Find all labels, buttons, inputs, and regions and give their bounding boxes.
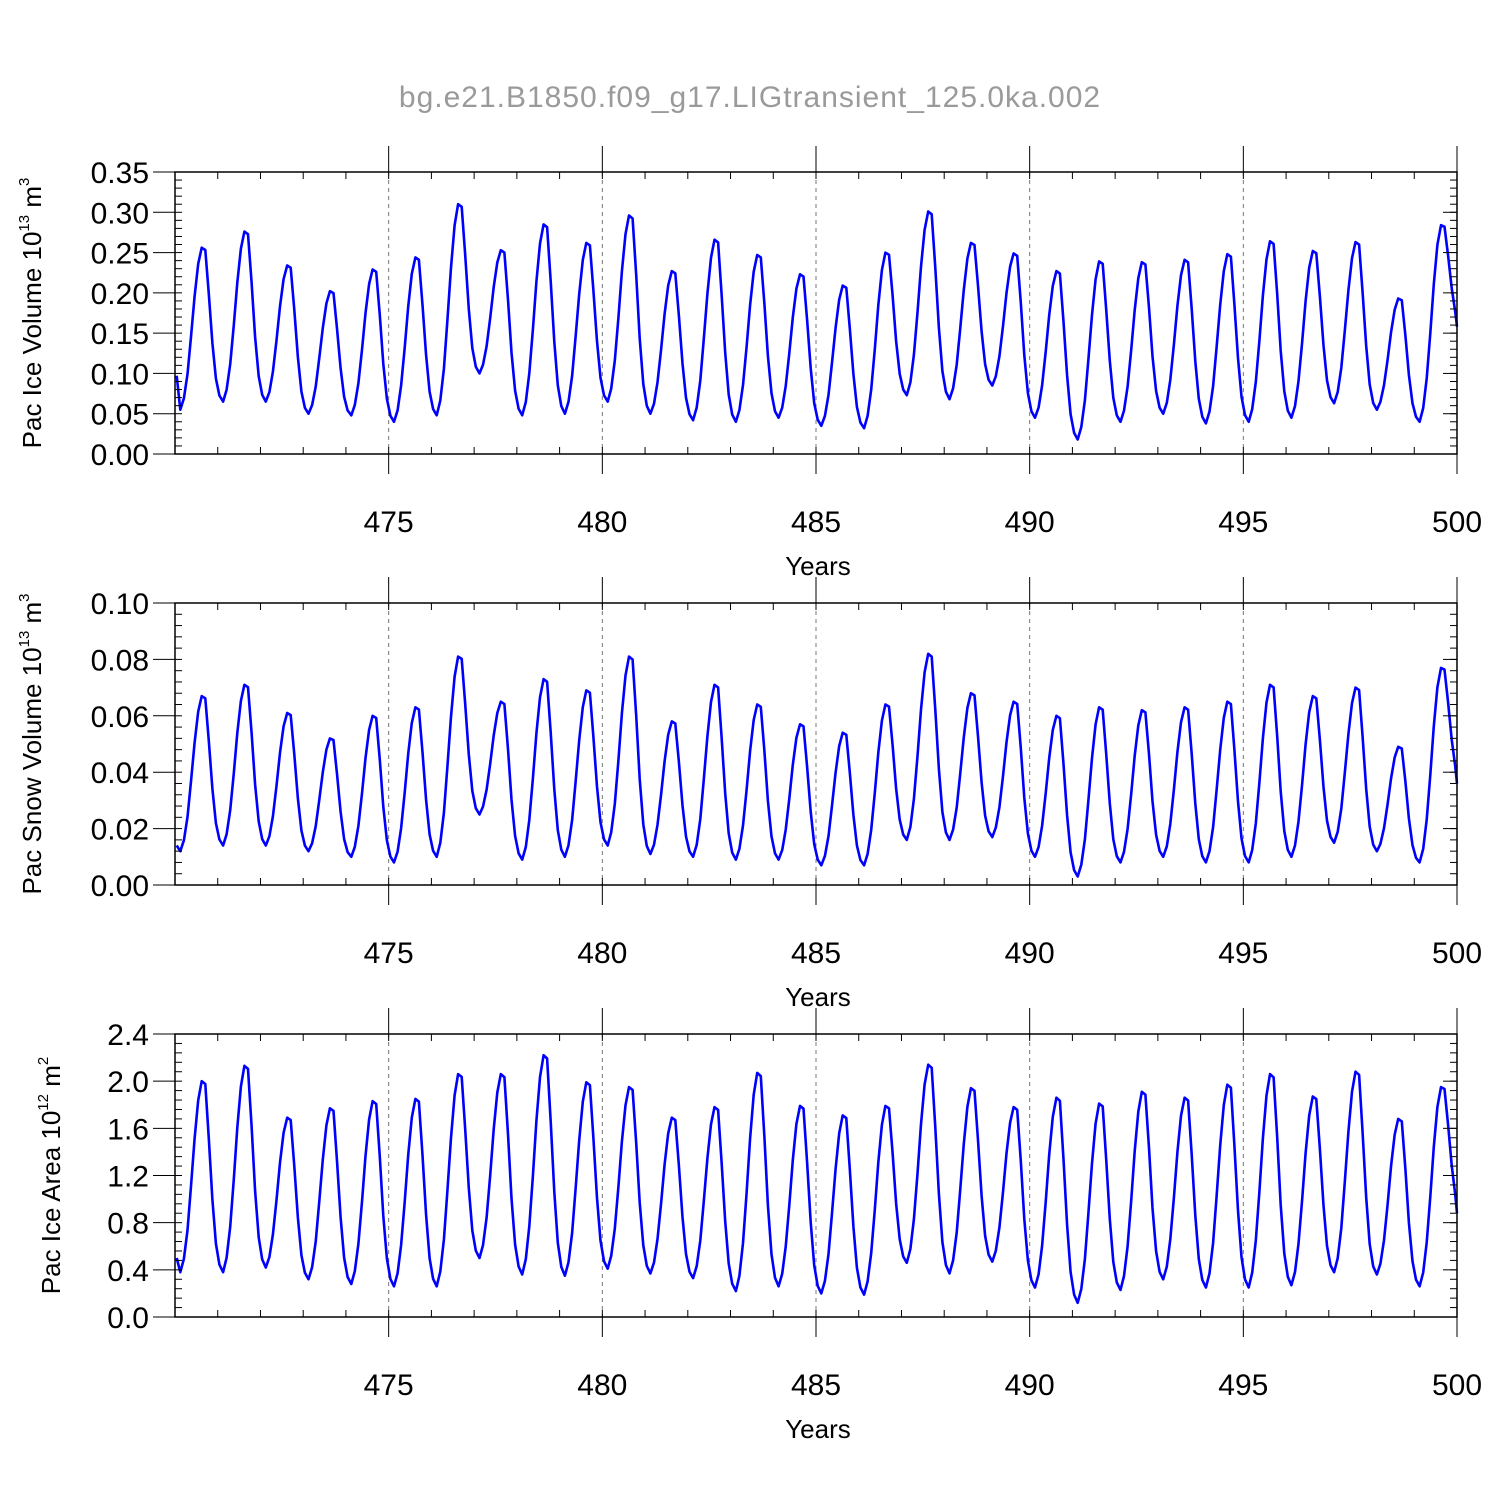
series-line: [175, 202, 1459, 441]
x-tick-label: 485: [791, 937, 841, 970]
y-axis-title-unit-exp: 3: [16, 178, 33, 186]
x-tick-label: 490: [1005, 937, 1055, 970]
y-axis-title-unit: m: [36, 1065, 66, 1094]
x-tick-label: 475: [364, 506, 414, 539]
y-axis-title-exp: 13: [16, 215, 33, 232]
x-tick-label: 500: [1432, 506, 1482, 539]
y-tick-label: 2.0: [107, 1066, 149, 1099]
y-tick-label: 0.35: [91, 157, 149, 190]
y-tick-label: 0.04: [91, 757, 149, 790]
x-tick-label: 485: [791, 506, 841, 539]
figure-title: bg.e21.B1850.f09_g17.LIGtransient_125.0k…: [399, 81, 1101, 114]
y-axis-title-main: Pac Ice Area 10: [36, 1111, 66, 1295]
y-tick-label: 0.4: [107, 1255, 149, 1288]
y-axis-title-unit-exp: 3: [16, 593, 33, 601]
x-tick-label: 480: [577, 1369, 627, 1402]
panel-2: 0.00 0.02 0.04 0.06 0.08 0.10 475 480 485 490 495 5…: [16, 577, 1482, 1012]
y-tick-label: 0.25: [91, 238, 149, 271]
y-tick-label: 0.00: [91, 870, 149, 903]
y-tick-label: 0.0: [107, 1302, 149, 1335]
y-tick-label: 2.4: [107, 1019, 149, 1052]
y-tick-label: 0.10: [91, 358, 149, 391]
y-tick-label: 0.20: [91, 278, 149, 311]
panel-3: 0.0 0.4 0.8 1.2 1.6 2.0 2.4 475 480 485 490 495 500 Y…: [35, 1008, 1482, 1444]
panel-1: 0.00 0.05 0.10 0.15 0.20 0.25 0.30 0.35 475 480 48…: [16, 146, 1482, 581]
x-tick-label: 475: [364, 1369, 414, 1402]
y-tick-label: 0.30: [91, 197, 149, 230]
x-tick-label: 485: [791, 1369, 841, 1402]
x-axis-title: Years: [785, 551, 851, 581]
y-axis-title: Pac Snow Volume 1013 m3: [16, 593, 47, 894]
x-tick-label: 480: [577, 937, 627, 970]
y-tick-label: 0.15: [91, 318, 149, 351]
y-tick-label: 0.05: [91, 399, 149, 432]
y-tick-label: 1.2: [107, 1161, 149, 1194]
x-tick-label: 500: [1432, 1369, 1482, 1402]
x-tick-label: 490: [1005, 1369, 1055, 1402]
series-line: [175, 1053, 1459, 1305]
y-tick-label: 0.10: [91, 588, 149, 621]
x-tick-label: 495: [1218, 1369, 1268, 1402]
y-axis-title-main: Pac Snow Volume 10: [17, 647, 47, 894]
y-tick-label: 0.08: [91, 644, 149, 677]
x-axis-title: Years: [785, 982, 851, 1012]
y-axis-title-main: Pac Ice Volume 10: [17, 232, 47, 449]
y-axis-title: Pac Ice Area 1012 m2: [35, 1057, 66, 1294]
y-tick-label: 0.00: [91, 439, 149, 472]
y-axis-title-unit: m: [17, 186, 47, 215]
y-axis-title-unit: m: [17, 602, 47, 631]
y-tick-label: 1.6: [107, 1113, 149, 1146]
y-axis-title-unit-exp: 2: [35, 1057, 52, 1065]
x-tick-label: 495: [1218, 937, 1268, 970]
x-tick-label: 475: [364, 937, 414, 970]
x-tick-label: 495: [1218, 506, 1268, 539]
y-tick-label: 0.8: [107, 1208, 149, 1241]
x-tick-label: 500: [1432, 937, 1482, 970]
y-axis-title: Pac Ice Volume 1013 m3: [16, 178, 47, 449]
series-line: [175, 652, 1459, 878]
x-tick-label: 490: [1005, 506, 1055, 539]
y-tick-label: 0.06: [91, 701, 149, 734]
x-tick-label: 480: [577, 506, 627, 539]
y-axis-title-exp: 12: [35, 1094, 52, 1111]
x-axis-title: Years: [785, 1414, 851, 1444]
y-axis-title-exp: 13: [16, 631, 33, 648]
y-tick-label: 0.02: [91, 814, 149, 847]
